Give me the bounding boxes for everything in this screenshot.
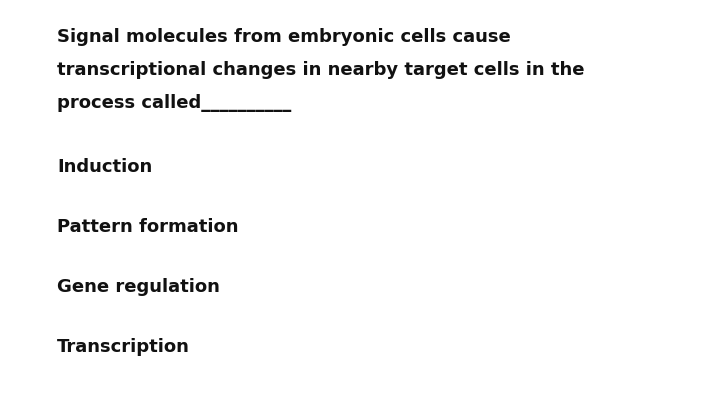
Text: transcriptional changes in nearby target cells in the: transcriptional changes in nearby target… [57, 61, 585, 79]
Text: Signal molecules from embryonic cells cause: Signal molecules from embryonic cells ca… [57, 28, 510, 46]
Text: process called__________: process called__________ [57, 94, 292, 112]
Text: Gene regulation: Gene regulation [57, 278, 220, 296]
Text: Pattern formation: Pattern formation [57, 218, 238, 236]
Text: Transcription: Transcription [57, 338, 190, 356]
Text: Induction: Induction [57, 158, 152, 176]
